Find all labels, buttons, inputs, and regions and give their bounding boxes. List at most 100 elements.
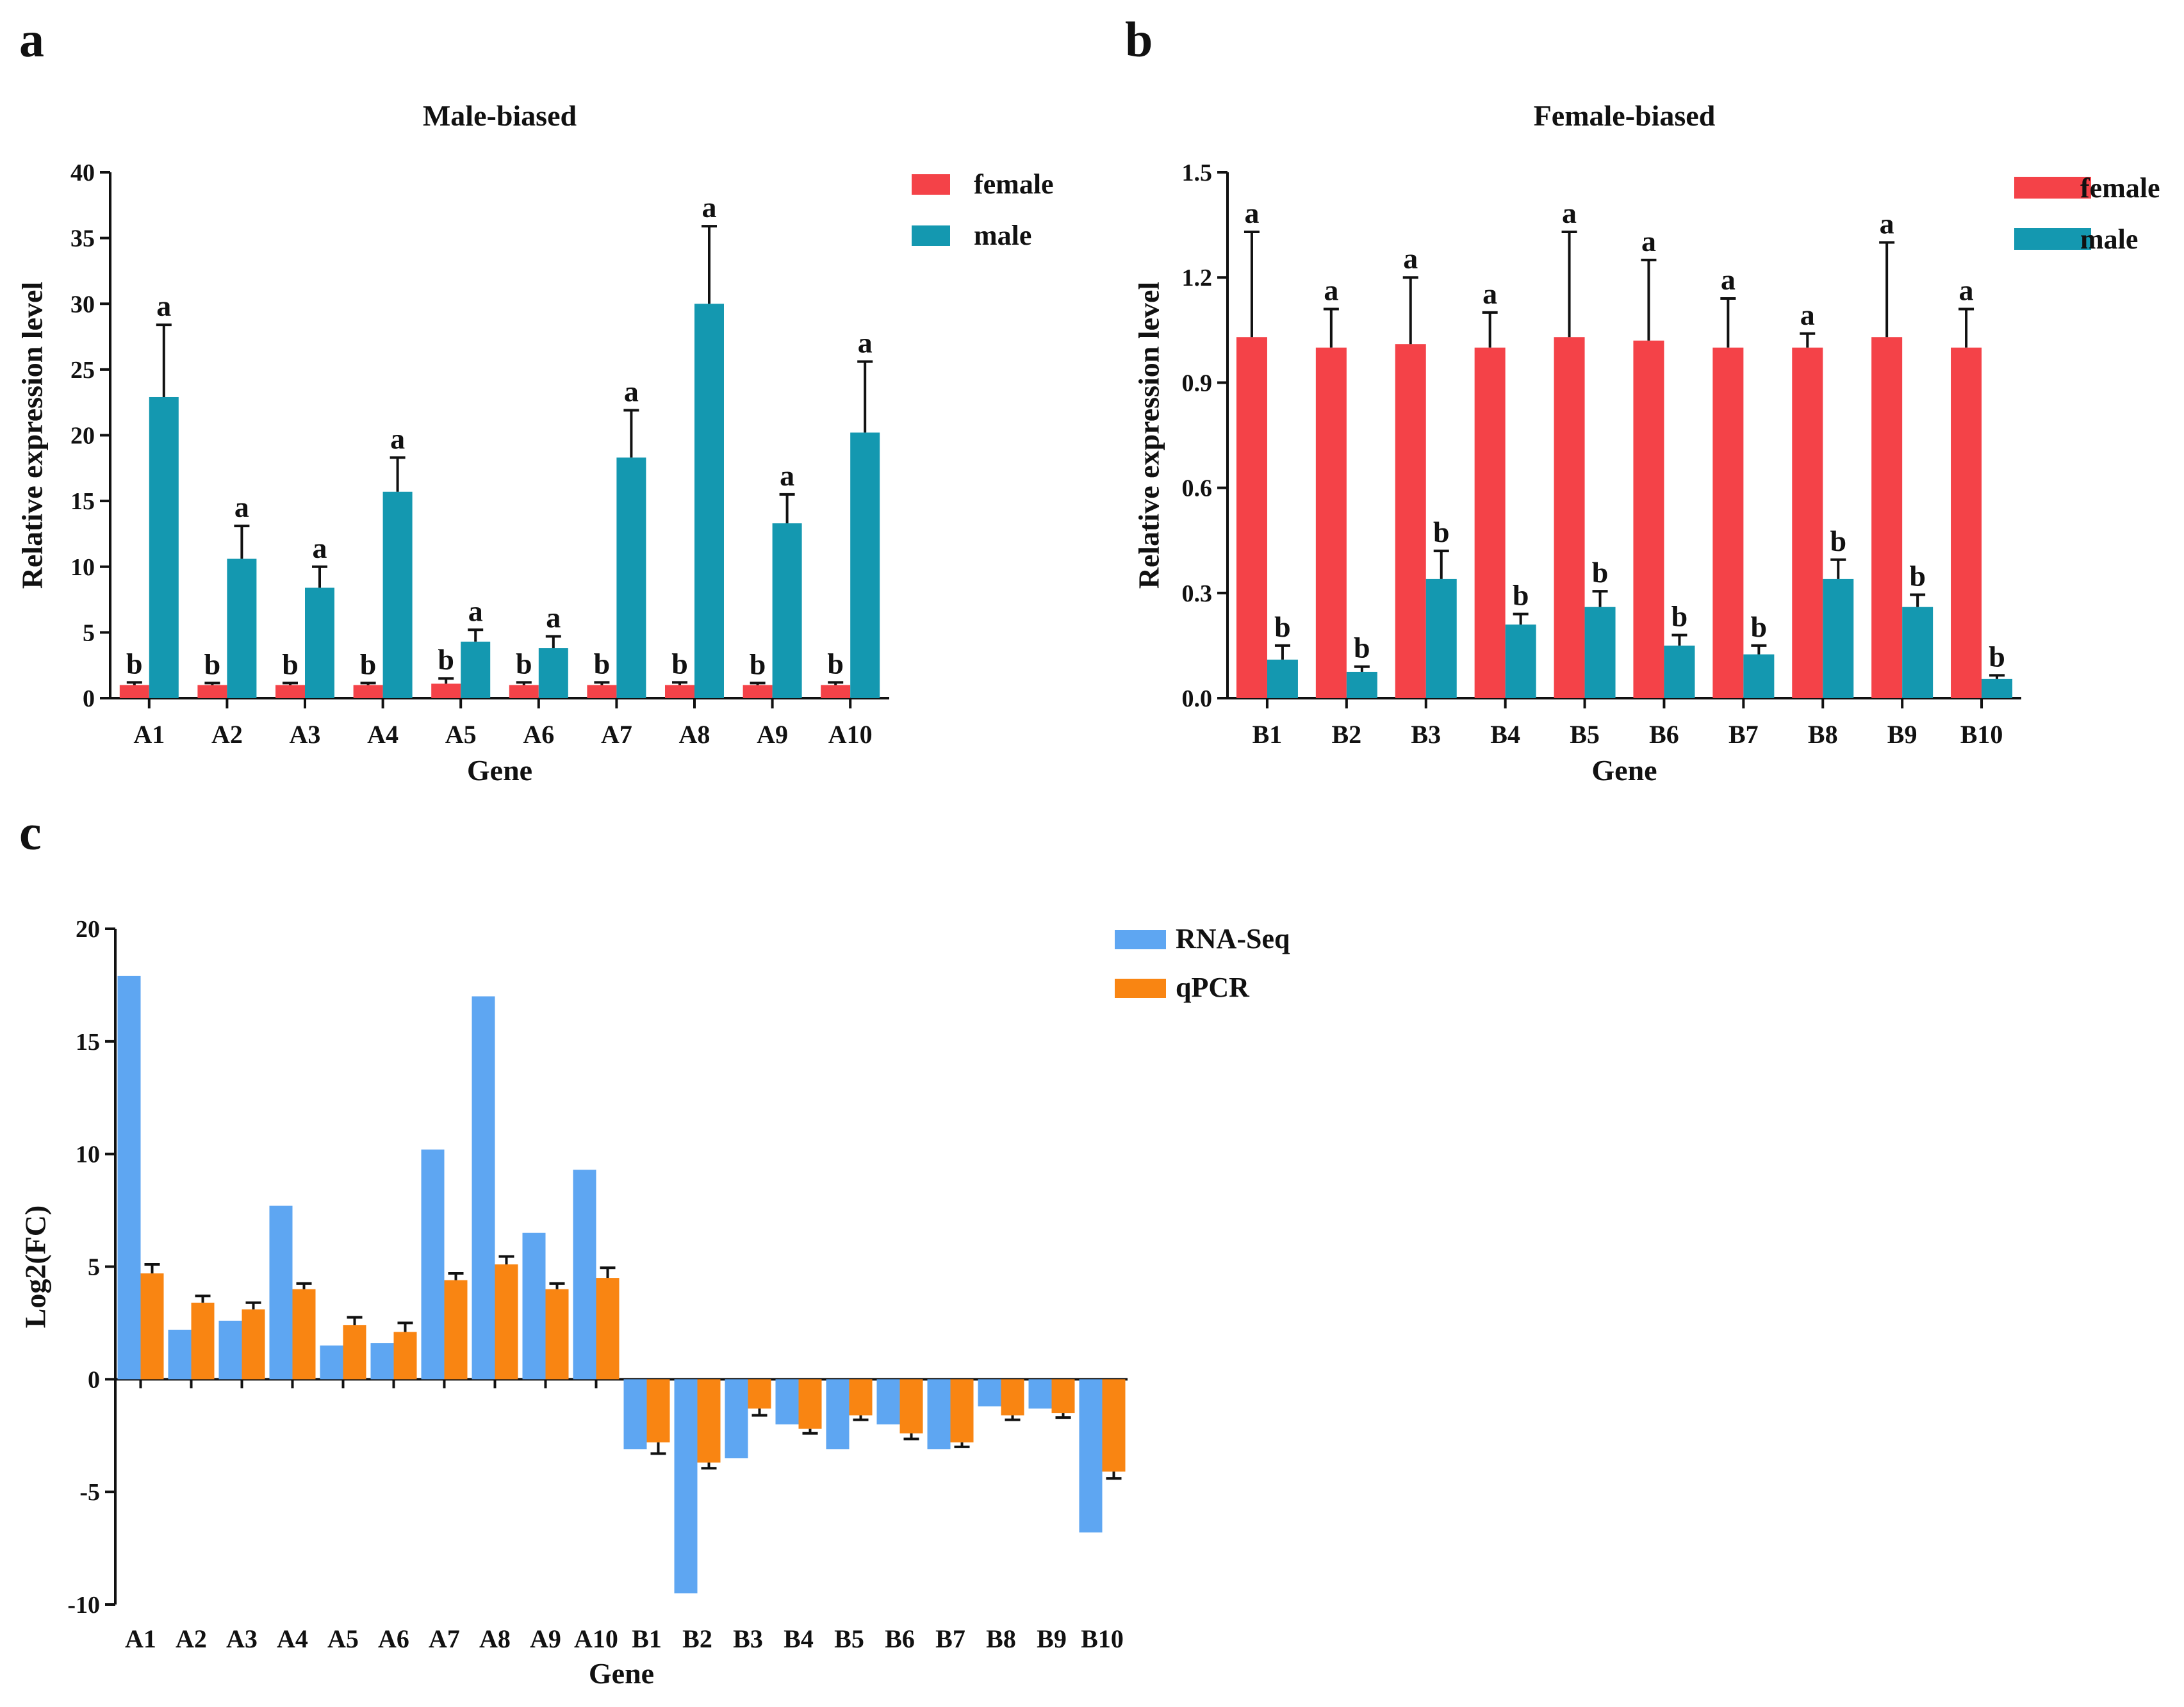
bar-male-b8 xyxy=(1823,578,1854,698)
bar-male-a9 xyxy=(772,523,802,698)
bar-male-b9 xyxy=(1902,607,1934,698)
significance-letter: b xyxy=(750,648,766,680)
x-tick-label: B6 xyxy=(1649,720,1679,749)
bar-male-b7 xyxy=(1743,654,1775,698)
x-tick-label: A4 xyxy=(367,720,398,749)
bar-rna-seq-b8 xyxy=(978,1379,1001,1407)
significance-letter: a xyxy=(1641,225,1656,257)
bar-rna-seq-a1 xyxy=(117,976,141,1380)
y-tick-label: 10 xyxy=(76,1141,100,1168)
legend-swatch-male xyxy=(2014,228,2091,250)
x-tick-label: B4 xyxy=(1490,720,1520,749)
bar-qpcr-b3 xyxy=(748,1379,771,1409)
x-tick-label: A7 xyxy=(601,720,632,749)
bar-male-a10 xyxy=(850,432,880,698)
x-tick-label: A2 xyxy=(211,720,243,749)
x-tick-label: A10 xyxy=(574,1624,618,1653)
bar-qpcr-a4 xyxy=(292,1289,316,1380)
bar-rna-seq-b7 xyxy=(927,1379,951,1450)
y-tick-label: 10 xyxy=(70,554,95,581)
y-tick-label: 15 xyxy=(70,488,95,515)
bar-male-a5 xyxy=(461,641,491,698)
bar-female-a5 xyxy=(431,683,461,698)
bar-female-a4 xyxy=(353,685,383,698)
x-tick-label: B1 xyxy=(632,1624,662,1653)
bar-rna-seq-b3 xyxy=(725,1379,748,1458)
y-tick-label: -10 xyxy=(67,1592,100,1619)
significance-letter: b xyxy=(1592,556,1609,589)
y-tick-label: 20 xyxy=(76,916,100,943)
bar-female-b10 xyxy=(1951,347,1982,698)
x-tick-label: A8 xyxy=(679,720,710,749)
x-tick-label: B10 xyxy=(1081,1624,1124,1653)
x-tick-label: B2 xyxy=(682,1624,712,1653)
significance-letter: b xyxy=(1830,525,1846,557)
x-tick-label: B3 xyxy=(733,1624,763,1653)
significance-letter: b xyxy=(1751,610,1768,643)
significance-letter: b xyxy=(1989,640,2005,673)
bar-rna-seq-b4 xyxy=(775,1379,799,1425)
x-tick-label: B6 xyxy=(885,1624,915,1653)
bar-rna-seq-b10 xyxy=(1079,1379,1103,1533)
bar-male-b5 xyxy=(1584,607,1616,698)
significance-letter: b xyxy=(1274,610,1291,643)
bar-qpcr-a10 xyxy=(596,1278,620,1380)
bar-female-b6 xyxy=(1633,340,1664,698)
legend-label-female: female xyxy=(974,168,1054,200)
bar-female-b7 xyxy=(1712,347,1744,698)
significance-letter: a xyxy=(234,491,249,523)
x-tick-label: B5 xyxy=(834,1624,864,1653)
y-tick-label: 0 xyxy=(83,685,95,712)
significance-letter: a xyxy=(702,191,717,224)
legend: female male xyxy=(912,168,1054,251)
significance-letter: b xyxy=(1513,579,1529,612)
bar-male-a2 xyxy=(227,559,257,698)
bar-male-a4 xyxy=(382,491,413,698)
significance-letter: a xyxy=(1244,197,1259,229)
x-tick-label: A5 xyxy=(445,720,477,749)
x-tick-label: A9 xyxy=(757,720,788,749)
x-tick-label: B9 xyxy=(1887,720,1917,749)
x-tick-label: B8 xyxy=(986,1624,1016,1653)
bar-female-b3 xyxy=(1395,344,1426,698)
bar-qpcr-a5 xyxy=(343,1325,366,1380)
x-tick-label: A1 xyxy=(125,1624,156,1653)
bar-female-a7 xyxy=(587,685,617,698)
bar-qpcr-a7 xyxy=(444,1280,468,1380)
significance-letter: b xyxy=(1671,600,1688,632)
bar-qpcr-a3 xyxy=(242,1309,265,1380)
bar-male-a7 xyxy=(616,457,646,698)
significance-letter: b xyxy=(438,643,454,676)
bar-rna-seq-b6 xyxy=(876,1379,900,1425)
significance-letter: a xyxy=(546,601,561,634)
y-tick-label: 1.2 xyxy=(1182,265,1213,291)
x-tick-label: A10 xyxy=(828,720,873,749)
legend-swatch-female xyxy=(2014,177,2091,199)
significance-letter: a xyxy=(1482,277,1497,310)
y-tick-label: 25 xyxy=(70,357,95,384)
bar-male-b4 xyxy=(1505,625,1536,698)
bar-qpcr-b4 xyxy=(798,1379,822,1429)
x-tick-label: A8 xyxy=(479,1624,511,1653)
y-tick-label: 40 xyxy=(70,159,95,186)
x-tick-label: A6 xyxy=(378,1624,409,1653)
panel-letter-b: b xyxy=(1125,12,1153,67)
bar-rna-seq-b1 xyxy=(623,1379,647,1450)
bar-male-b1 xyxy=(1267,659,1298,698)
x-tick-label: B1 xyxy=(1252,720,1283,749)
bar-rna-seq-a9 xyxy=(522,1232,546,1380)
significance-letter: a xyxy=(156,290,171,322)
bar-rna-seq-a8 xyxy=(472,996,495,1380)
bar-rna-seq-a6 xyxy=(370,1343,394,1380)
significance-letter: a xyxy=(858,327,873,359)
y-tick-label: 0.6 xyxy=(1182,475,1213,502)
significance-letter: b xyxy=(1433,516,1450,548)
y-tick-label: -5 xyxy=(79,1479,100,1506)
bar-rna-seq-a5 xyxy=(320,1345,343,1380)
bar-qpcr-b9 xyxy=(1051,1379,1075,1414)
bar-rna-seq-b9 xyxy=(1028,1379,1052,1409)
legend-swatch-male xyxy=(912,225,950,246)
bar-qpcr-b6 xyxy=(899,1379,923,1433)
significance-letter: b xyxy=(594,647,611,680)
x-tick-label: B8 xyxy=(1808,720,1838,749)
